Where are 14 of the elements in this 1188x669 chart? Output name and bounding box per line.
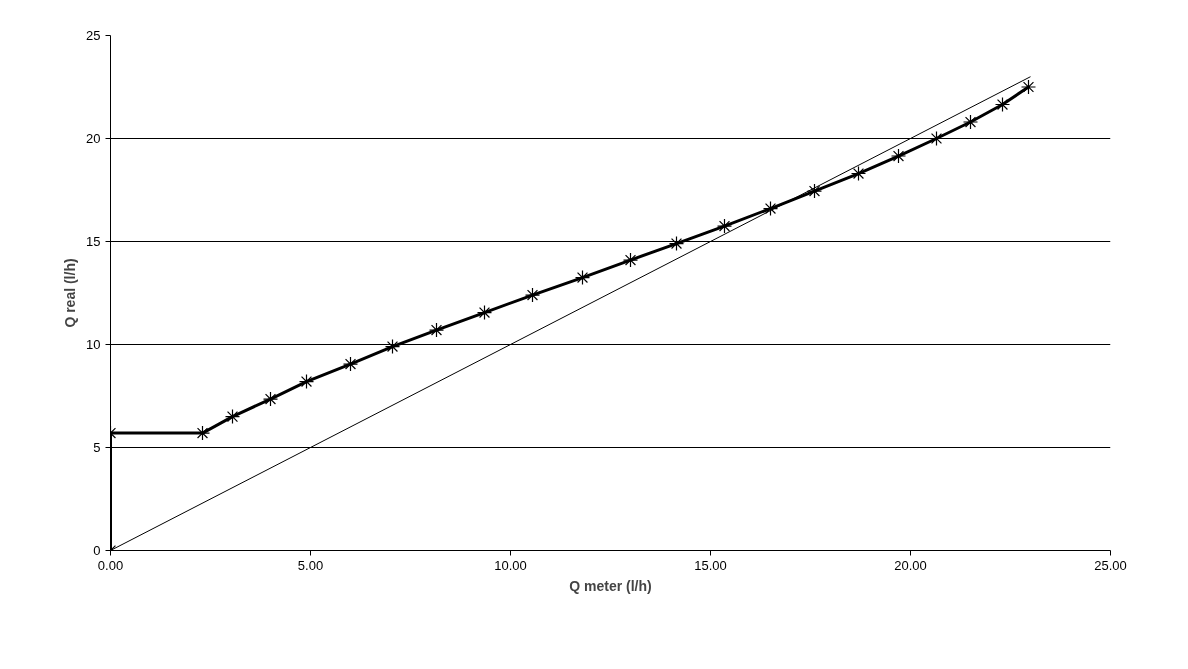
x-tick-label: 20.00 (894, 557, 927, 573)
x-axis-title: Q meter (l/h) (569, 577, 652, 594)
y-tick-label: 5 (93, 440, 101, 455)
y-tick-label: 15 (86, 234, 101, 249)
y-axis-title: Q real (l/h) (62, 258, 79, 328)
x-tick-label: 25.00 (1094, 557, 1127, 573)
y-tick-label: 25 (86, 28, 101, 43)
x-tick-label: 15.00 (694, 557, 727, 573)
y-tick-label: 20 (86, 131, 101, 146)
x-tick-label: 0.00 (97, 557, 124, 573)
y-tick-label: 0 (93, 543, 101, 558)
y-tick-label: 10 (86, 337, 101, 352)
x-tick-label: 5.00 (297, 557, 324, 573)
x-tick-label: 10.00 (494, 557, 527, 573)
